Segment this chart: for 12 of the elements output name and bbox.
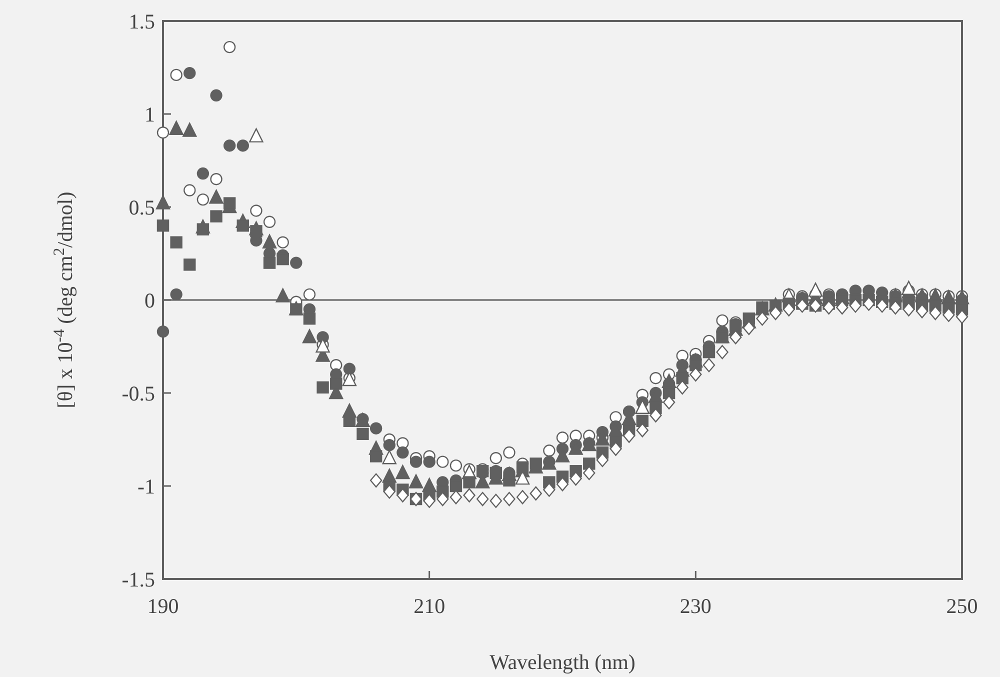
y-tick-label: 1.5 xyxy=(128,9,155,34)
y-tick-label: -0.5 xyxy=(122,381,155,406)
x-tick-label: 190 xyxy=(147,594,179,618)
x-tick-label: 250 xyxy=(946,594,978,618)
x-tick-label: 230 xyxy=(680,594,712,618)
y-tick-label: 1 xyxy=(144,102,155,126)
y-tick-label: -1.5 xyxy=(122,567,155,592)
x-axis-title: Wavelength (nm) xyxy=(490,650,636,674)
x-tick-label: 210 xyxy=(414,594,446,618)
y-tick-label: 0.5 xyxy=(128,195,155,220)
y-tick-label: 0 xyxy=(144,288,155,312)
y-tick-label: -1 xyxy=(138,474,155,498)
